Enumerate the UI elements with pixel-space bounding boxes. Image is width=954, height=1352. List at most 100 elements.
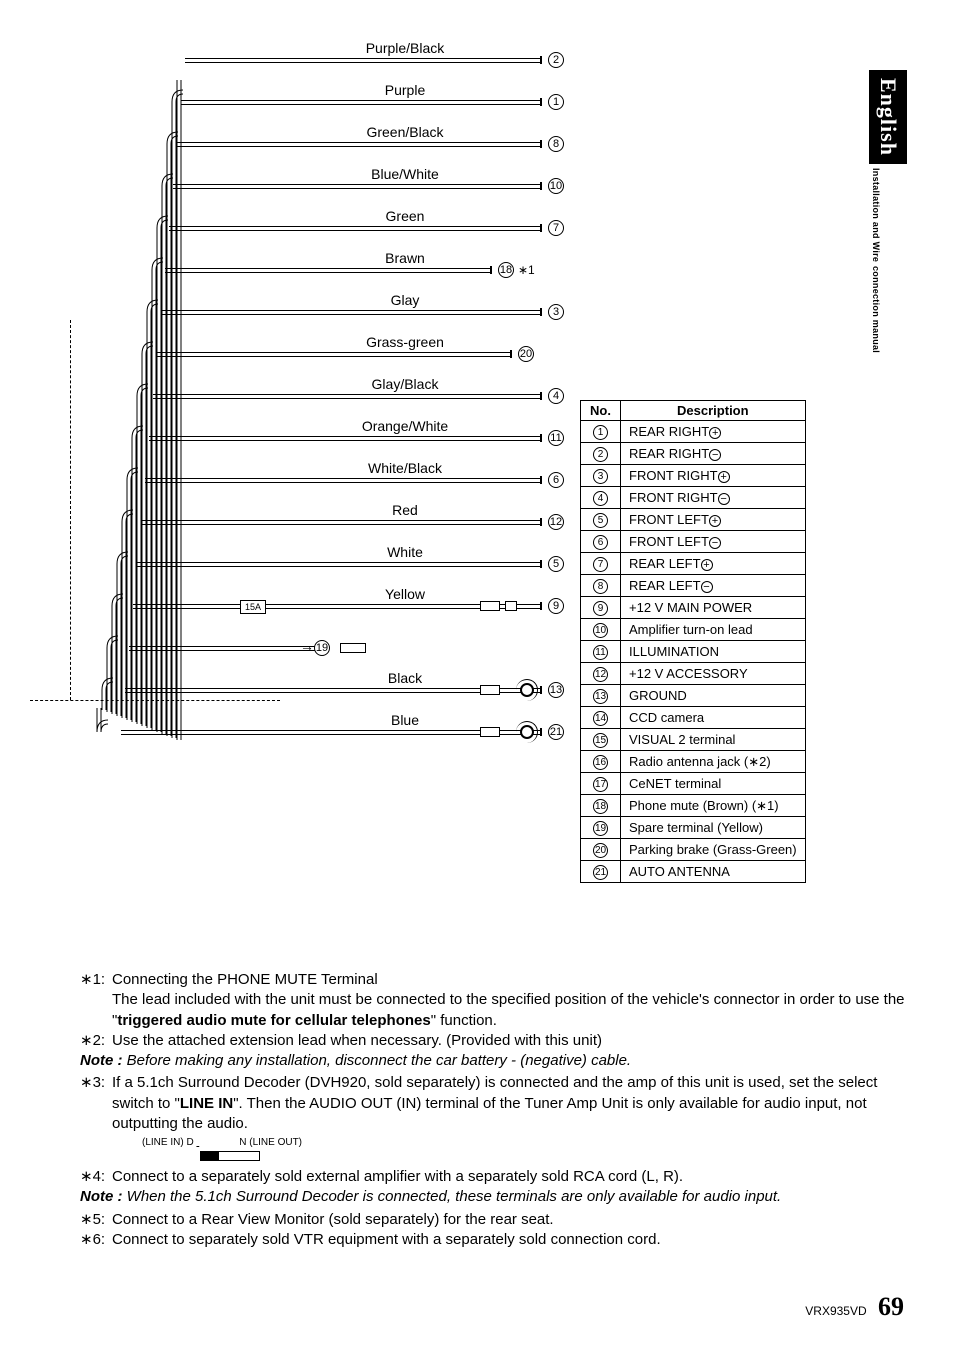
wire-pin-number: 6 (548, 472, 564, 488)
pin-description: Amplifier turn-on lead (621, 619, 806, 641)
pin-description: CeNET terminal (621, 773, 806, 795)
wire-color-label: Blue/White (340, 166, 470, 182)
wire-color-label: Purple (340, 82, 470, 98)
pin-description: Radio antenna jack (∗2) (621, 751, 806, 773)
wire-color-label: Red (340, 502, 470, 518)
wire-pin-number: 9 (548, 598, 564, 614)
note-1-post: " function. (431, 1012, 497, 1029)
wire-pin-number: 21 (548, 724, 564, 740)
table-row: 1REAR RIGHT+ (581, 421, 806, 443)
wire-color-label: Black (340, 670, 470, 686)
wire-pin-number: 2 (548, 52, 564, 68)
wire-color-label: White/Black (340, 460, 470, 476)
note-b-body: When the 5.1ch Surround Decoder is conne… (123, 1188, 782, 1205)
pin-number: 8 (593, 579, 608, 594)
table-row: 11ILLUMINATION (581, 641, 806, 663)
dash-horizontal (30, 700, 280, 701)
pin-number: 4 (593, 491, 608, 506)
table-row: 17CeNET terminal (581, 773, 806, 795)
table-row: 10 Amplifier turn-on lead (581, 619, 806, 641)
wire-bundle (95, 80, 185, 800)
language-tab: English Installation and Wire connection… (869, 70, 909, 270)
pin-description: REAR LEFT− (621, 575, 806, 597)
table-row: 9 +12 V MAIN POWER (581, 597, 806, 619)
minus-icon: − (718, 493, 730, 505)
pin-description: REAR RIGHT− (621, 443, 806, 465)
pin-number: 9 (593, 601, 608, 616)
section-label-2: connection manual (869, 266, 881, 353)
pin-description: +12 V MAIN POWER (621, 597, 806, 619)
pin-description: FRONT RIGHT− (621, 487, 806, 509)
note-1-bold: triggered audio mute for cellular teleph… (117, 1012, 430, 1029)
pin-description: GROUND (621, 685, 806, 707)
plus-icon: + (709, 427, 721, 439)
pin-description: VISUAL 2 terminal (621, 729, 806, 751)
note-2-label: ∗2: (80, 1031, 112, 1051)
plus-icon: + (709, 515, 721, 527)
wire-color-label: Glay (340, 292, 470, 308)
wire-pin-number: 5 (548, 556, 564, 572)
pin-number: 6 (593, 535, 608, 550)
wire-pin-number: 13 (548, 682, 564, 698)
wire-color-label: Glay/Black (340, 376, 470, 392)
table-row: 3FRONT RIGHT+ (581, 465, 806, 487)
note-6-label: ∗6: (80, 1230, 112, 1250)
note-a-label: Note : (80, 1052, 123, 1069)
pin-description: REAR LEFT+ (621, 553, 806, 575)
wire-color-label: Brawn (340, 250, 470, 266)
pin-number: 20 (593, 843, 608, 858)
note-4-label: ∗4: (80, 1167, 112, 1187)
table-row: 21 AUTO ANTENNA (581, 861, 806, 883)
minus-icon: − (701, 581, 713, 593)
wire-color-label: Yellow (340, 586, 470, 602)
table-row: 13 GROUND (581, 685, 806, 707)
table-row: 19 Spare terminal (Yellow) (581, 817, 806, 839)
table-row: 12+12 V ACCESSORY (581, 663, 806, 685)
pin-number: 19 (593, 821, 608, 836)
switch-left-label: (LINE IN) D (142, 1137, 194, 1148)
pin-description: AUTO ANTENNA (621, 861, 806, 883)
note-a-body: Before making any installation, disconne… (123, 1052, 632, 1069)
plus-icon: + (701, 559, 713, 571)
pin-number: 21 (593, 865, 608, 880)
pin-description: +12 V ACCESSORY (621, 663, 806, 685)
dash-vertical (70, 320, 71, 700)
wire-color-label: Green (340, 208, 470, 224)
pin-number: 5 (593, 513, 608, 528)
table-row: 6FRONT LEFT− (581, 531, 806, 553)
switch-diagram: (LINE IN) D N (LINE OUT) (142, 1136, 910, 1163)
wire-color-label: Green/Black (340, 124, 470, 140)
wire-pin-number: 7 (548, 220, 564, 236)
page-number: 69 (878, 1292, 904, 1321)
table-header-desc: Description (621, 401, 806, 421)
plus-icon: + (718, 471, 730, 483)
table-row: 8 REAR LEFT− (581, 575, 806, 597)
model-number: VRX935VD (805, 1304, 866, 1318)
note-1-label: ∗1: (80, 970, 112, 1031)
table-header-no: No. (581, 401, 621, 421)
pin-number: 18 (593, 799, 608, 814)
wire-color-label: Grass-green (340, 334, 470, 350)
table-row: 16Radio antenna jack (∗2) (581, 751, 806, 773)
wire-color-label: Orange/White (340, 418, 470, 434)
wire-pin-number: 1 (548, 94, 564, 110)
wire-suffix: ∗1 (518, 263, 535, 277)
pin-description: FRONT RIGHT+ (621, 465, 806, 487)
minus-icon: − (709, 537, 721, 549)
note-b-label: Note : (80, 1188, 123, 1205)
pin-number: 10 (593, 623, 608, 638)
pin-number: 14 (593, 711, 608, 726)
pin-number: 15 (593, 733, 608, 748)
fuse-label: 15A (240, 600, 266, 614)
wire-pin-number: 10 (548, 178, 564, 194)
switch-right-label: N (LINE OUT) (239, 1137, 302, 1148)
pin-description: Spare terminal (Yellow) (621, 817, 806, 839)
pin-description-table: No. Description 1REAR RIGHT+2REAR RIGHT−… (580, 400, 806, 883)
table-row: 15 VISUAL 2 terminal (581, 729, 806, 751)
wire-pin-number: 12 (548, 514, 564, 530)
wire-row: Purple/Black2 (40, 40, 560, 80)
page-footer: VRX935VD 69 (805, 1292, 904, 1322)
section-label-1: Installation and Wire (869, 168, 881, 262)
pin-number: 13 (593, 689, 608, 704)
note-2-body: Use the attached extension lead when nec… (112, 1031, 910, 1051)
